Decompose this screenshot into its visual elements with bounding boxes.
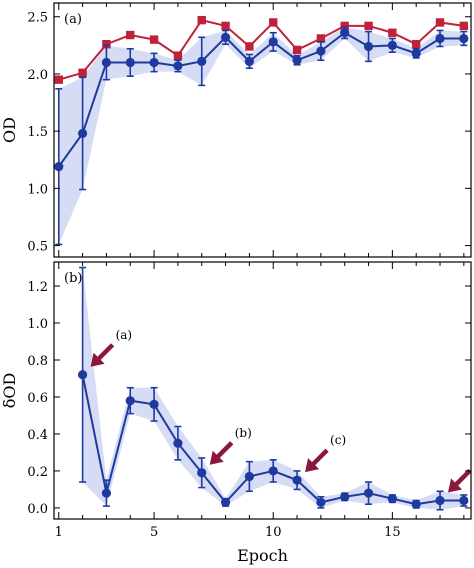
panel-label: (b): [64, 271, 82, 286]
annotation-arrow: [309, 448, 329, 468]
y-tick-label: 0.5: [27, 240, 48, 255]
data-point: [173, 61, 183, 71]
data-point: [197, 468, 207, 478]
plot-frame: [53, 2, 472, 258]
annotation-arrowhead: [209, 450, 224, 465]
data-point: [340, 21, 349, 31]
x-tick-label: 1: [55, 525, 63, 540]
data-point: [101, 57, 112, 68]
annotation-label: (b): [235, 426, 252, 440]
data-point: [411, 39, 421, 49]
data-point: [126, 30, 135, 40]
data-point: [364, 21, 373, 31]
data-point: [340, 28, 350, 38]
data-point: [411, 499, 421, 509]
x-tick-label: 15: [384, 525, 401, 540]
data-point: [388, 28, 397, 37]
data-point: [435, 33, 445, 44]
y-tick-label: 1.2: [27, 280, 48, 295]
data-point: [125, 57, 135, 68]
annotation-arrow: [214, 441, 234, 461]
data-point: [387, 40, 397, 50]
panel-label: (a): [64, 12, 82, 27]
data-point: [173, 51, 183, 60]
data-point: [435, 495, 445, 506]
y-tick-label: 1.5: [27, 125, 48, 140]
data-point: [292, 475, 302, 485]
data-point: [101, 488, 112, 498]
data-point: [220, 32, 231, 42]
x-tick-label: 10: [265, 525, 282, 540]
y-tick-label: 2.0: [27, 68, 48, 83]
annotation-arrow: [95, 343, 115, 363]
y-tick-label: 0.0: [27, 502, 48, 517]
data-point: [316, 46, 326, 56]
data-point: [244, 471, 254, 482]
annotation-arrowhead: [305, 458, 320, 473]
data-point: [459, 495, 469, 506]
data-point: [435, 18, 445, 27]
data-point: [363, 41, 374, 52]
data-point: [197, 56, 207, 66]
annotation-group: (a)(b)(c)(d): [90, 328, 474, 493]
data-point: [54, 162, 64, 172]
data-point: [316, 497, 326, 507]
data-point: [269, 18, 278, 27]
data-point: [363, 488, 374, 498]
data-point: [54, 75, 63, 84]
data-point: [78, 68, 87, 77]
data-point: [459, 33, 469, 44]
annotation-label: (a): [116, 328, 133, 342]
y-tick-label: 0.4: [27, 428, 48, 443]
data-point: [245, 42, 254, 51]
confidence-band: [58, 27, 464, 245]
y-tick-label: 2.5: [27, 11, 48, 26]
data-point: [149, 57, 159, 68]
y-tick-label: 0.6: [27, 391, 48, 406]
panel-a: 0.5 1.0 1.5 2.0 2.5 (a) OD: [0, 2, 472, 258]
data-point: [102, 39, 111, 49]
data-point: [173, 438, 183, 448]
data-point: [77, 128, 88, 139]
data-point: [387, 494, 397, 504]
series-group: [77, 266, 469, 511]
plot-frame: [53, 261, 472, 520]
panel-b: (a)(b)(c)(d) 0.00.20.40.60.81.01.2151015…: [0, 261, 474, 565]
data-point: [244, 56, 254, 66]
y-axis-label: δOD: [0, 373, 19, 409]
data-point: [149, 35, 159, 44]
y-tick-label: 0.8: [27, 354, 48, 369]
annotation-label: (c): [330, 433, 346, 447]
y-tick-label: 1.0: [27, 317, 48, 332]
annotation-arrow: [452, 468, 472, 489]
x-axis-label: Epoch: [237, 546, 288, 565]
data-point: [77, 370, 88, 380]
series-group: [54, 15, 469, 246]
y-axis-label: OD: [0, 117, 19, 143]
data-point: [411, 48, 421, 58]
data-point: [292, 55, 302, 65]
data-point: [197, 15, 206, 25]
y-tick-label: 1.0: [27, 182, 48, 197]
data-point: [459, 21, 469, 31]
data-point: [149, 399, 159, 409]
data-point: [125, 396, 135, 406]
data-point: [268, 37, 278, 47]
annotation-arrowhead: [448, 478, 463, 493]
data-point: [220, 497, 231, 507]
y-tick-label: 0.2: [27, 465, 48, 480]
tick-group: 0.00.20.40.60.81.01.21 5 10 15: [27, 262, 471, 540]
data-point: [316, 34, 326, 43]
data-point: [268, 466, 278, 476]
data-point: [221, 21, 230, 31]
error-band: [58, 27, 464, 245]
data-point: [340, 492, 350, 502]
x-tick-label: 5: [150, 525, 158, 540]
data-point: [292, 45, 302, 55]
tick-group: 0.5 1.0 1.5 2.0 2.5: [27, 3, 471, 257]
annotation-arrowhead: [90, 352, 105, 367]
